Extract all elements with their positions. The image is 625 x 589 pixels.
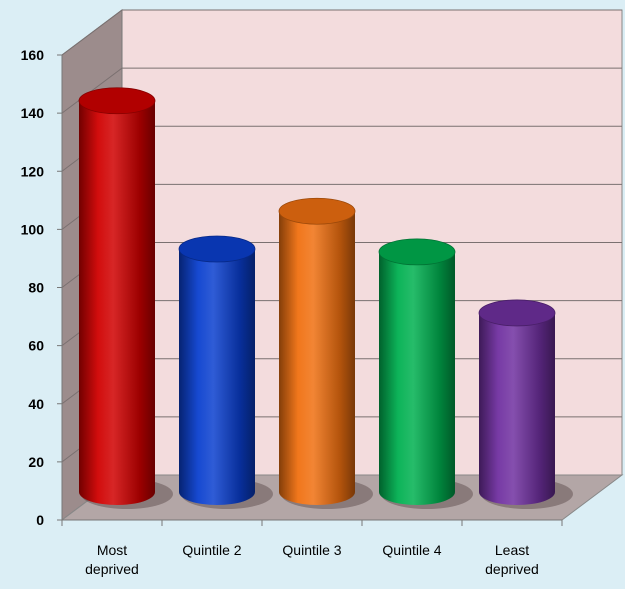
bar-3 (378, 238, 473, 509)
y-tick-label: 140 (21, 105, 45, 121)
bar-top (78, 87, 156, 115)
x-tick-label: Least deprived (485, 542, 539, 577)
bar-2 (278, 197, 373, 509)
bar-0 (78, 87, 173, 509)
y-tick-label: 40 (28, 396, 44, 412)
y-tick-label: 100 (21, 221, 45, 237)
y-axis: 0 20 40 60 80 100 120 140 160 (21, 47, 63, 528)
bars (78, 87, 573, 509)
bar-top (178, 235, 256, 263)
x-tick-label: Quintile 4 (382, 542, 441, 558)
bar-body (279, 211, 355, 505)
bar-body (379, 251, 455, 505)
y-tick-label: 0 (36, 512, 44, 528)
bar-4 (478, 299, 573, 509)
bar-1 (178, 235, 273, 509)
y-tick-label: 80 (28, 280, 44, 296)
y-tick-label: 20 (28, 454, 44, 470)
y-tick-label: 160 (21, 47, 45, 63)
bar-top (478, 299, 556, 327)
gridline (61, 9, 622, 56)
bar-top (378, 238, 456, 266)
bar-body (79, 100, 155, 505)
x-tick-label: Most deprived (85, 542, 139, 577)
x-tick-label: Quintile 2 (182, 542, 241, 558)
x-axis: Most deprived Quintile 2 Quintile 3 Quintile… (61, 519, 563, 577)
bar-body (179, 249, 255, 505)
y-tick-label: 120 (21, 163, 45, 179)
y-tick-label: 60 (28, 338, 44, 354)
x-tick-label: Quintile 3 (282, 542, 341, 558)
bar-top (278, 197, 356, 225)
bar-body (479, 312, 555, 505)
